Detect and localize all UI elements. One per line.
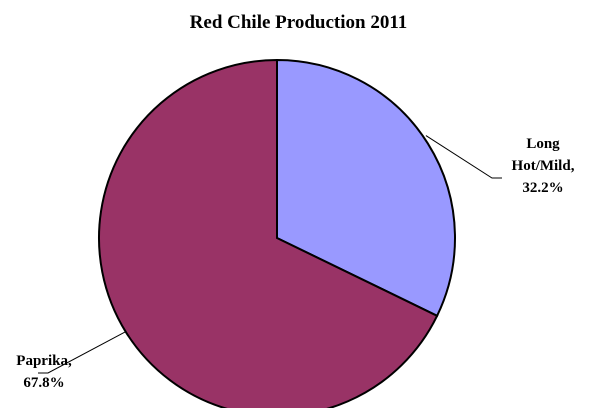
pie-slice-paprika (98, 58, 439, 408)
data-label-line: 67.8% (23, 375, 64, 391)
data-label-paprika: Paprika, 67.8% (16, 353, 72, 391)
data-label-line: Long (526, 136, 560, 152)
leader-line-long-hot-mild (425, 135, 502, 179)
data-label-line: Paprika, (16, 353, 72, 369)
data-label-line: Hot/Mild, (512, 158, 575, 174)
pie-slice-long-hot-mild (276, 58, 456, 318)
data-label-line: 32.2% (522, 180, 563, 196)
data-label-long-hot-mild: Long Hot/Mild, 32.2% (512, 136, 575, 196)
chart-title: Red Chile Production 2011 (189, 12, 408, 33)
leader-line-paprika (38, 330, 127, 374)
